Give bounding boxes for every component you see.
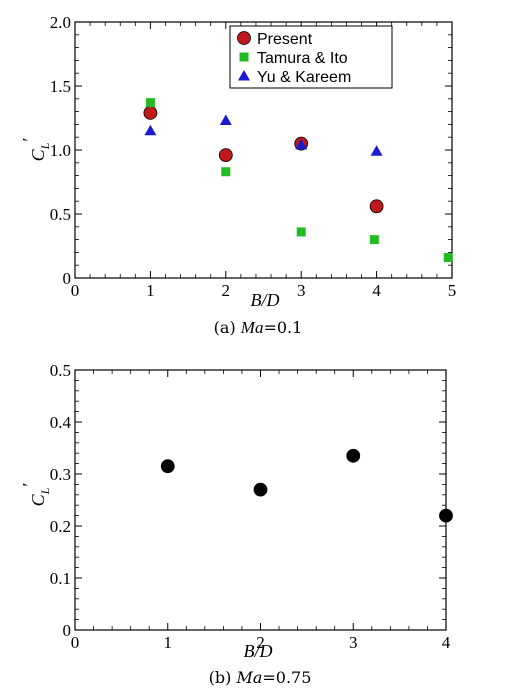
panel-a-tick-labels: 0 1 2 3 4 5 0 0.5 1.0 1.5 2.0 bbox=[50, 13, 457, 300]
panel-a-legend: Present Tamura & Ito Yu & Kareem bbox=[229, 25, 393, 89]
yu-kareem-point bbox=[370, 145, 383, 156]
panel-b-tick-labels: 0 1 2 3 4 0 0.1 0.2 0.3 0.4 0.5 bbox=[50, 361, 451, 652]
tamura-ito-point bbox=[369, 235, 379, 245]
legend-marker bbox=[239, 52, 249, 62]
x-tick-label: 4 bbox=[442, 633, 451, 652]
series-point bbox=[346, 448, 361, 463]
y-tick-label: 0.5 bbox=[50, 361, 71, 380]
panel-b-marks bbox=[160, 448, 453, 523]
series-point bbox=[439, 508, 453, 523]
y-tick-label: 0.3 bbox=[50, 465, 71, 484]
panel-b-ticks bbox=[74, 369, 447, 631]
plot-frame bbox=[74, 369, 447, 631]
panel-a-x-axis-label: B/D bbox=[251, 290, 280, 310]
y-tick-label: 0.2 bbox=[50, 517, 71, 536]
x-tick-label: 5 bbox=[448, 281, 457, 300]
present-point bbox=[218, 148, 233, 163]
y-tick-label: 0.1 bbox=[50, 569, 71, 588]
y-tick-label: 0 bbox=[63, 269, 72, 288]
yu-kareem-point bbox=[219, 114, 232, 126]
present-point bbox=[369, 199, 384, 214]
panel-a-y-axis-label: CL′ bbox=[19, 138, 52, 162]
tamura-ito-point bbox=[145, 98, 155, 108]
x-tick-label: 1 bbox=[146, 281, 155, 300]
legend-marker bbox=[238, 70, 250, 81]
legend-marker bbox=[237, 31, 251, 45]
panel-b-y-axis-label: CL′ bbox=[19, 483, 52, 507]
y-tick-label: 2.0 bbox=[50, 13, 71, 32]
x-tick-label: 4 bbox=[372, 281, 381, 300]
series-point bbox=[253, 482, 268, 497]
panel-a-ticks bbox=[74, 21, 453, 279]
series-point bbox=[160, 459, 175, 474]
legend-label: Yu & Kareem bbox=[257, 69, 351, 86]
x-tick-label: 1 bbox=[164, 633, 173, 652]
y-tick-label: 1.0 bbox=[50, 141, 71, 160]
panel-b-caption: (b) Ma=0.75 bbox=[209, 668, 312, 687]
yu-kareem-point bbox=[144, 124, 157, 136]
tamura-ito-point bbox=[443, 253, 453, 263]
y-tick-label: 1.5 bbox=[50, 77, 71, 96]
x-tick-label: 3 bbox=[297, 281, 306, 300]
x-tick-label: 0 bbox=[71, 633, 80, 652]
tamura-ito-point bbox=[221, 167, 231, 177]
yu-kareem-point bbox=[295, 138, 308, 150]
panel-b-frame bbox=[74, 369, 447, 631]
panel-b-x-axis-label: B/D bbox=[244, 641, 273, 661]
y-tick-label: 0 bbox=[63, 621, 72, 640]
y-tick-label: 0.5 bbox=[50, 205, 71, 224]
panel-a-caption: (a) Ma=0.1 bbox=[214, 318, 303, 337]
y-tick-label: 0.4 bbox=[50, 413, 72, 432]
tamura-ito-point bbox=[296, 227, 306, 237]
x-tick-label: 2 bbox=[222, 281, 231, 300]
legend-box bbox=[229, 25, 393, 89]
panel-a-marks bbox=[143, 98, 453, 263]
x-tick-label: 3 bbox=[349, 633, 358, 652]
legend-label: Present bbox=[257, 31, 313, 48]
panel-a: 0 1 2 3 4 5 0 0.5 1.0 1.5 2.0 Present Tamura & Ito Y… bbox=[19, 13, 456, 337]
svg-text:CL′: CL′ bbox=[19, 138, 52, 162]
present-point bbox=[143, 105, 158, 120]
svg-text:CL′: CL′ bbox=[19, 483, 52, 507]
x-tick-label: 0 bbox=[71, 281, 80, 300]
x-tick-label: 2 bbox=[256, 633, 265, 652]
panel-b: 0 1 2 3 4 0 0.1 0.2 0.3 0.4 0.5 B/D CL′ (b) Ma=0.7… bbox=[19, 361, 453, 687]
legend-label: Tamura & Ito bbox=[257, 50, 348, 67]
